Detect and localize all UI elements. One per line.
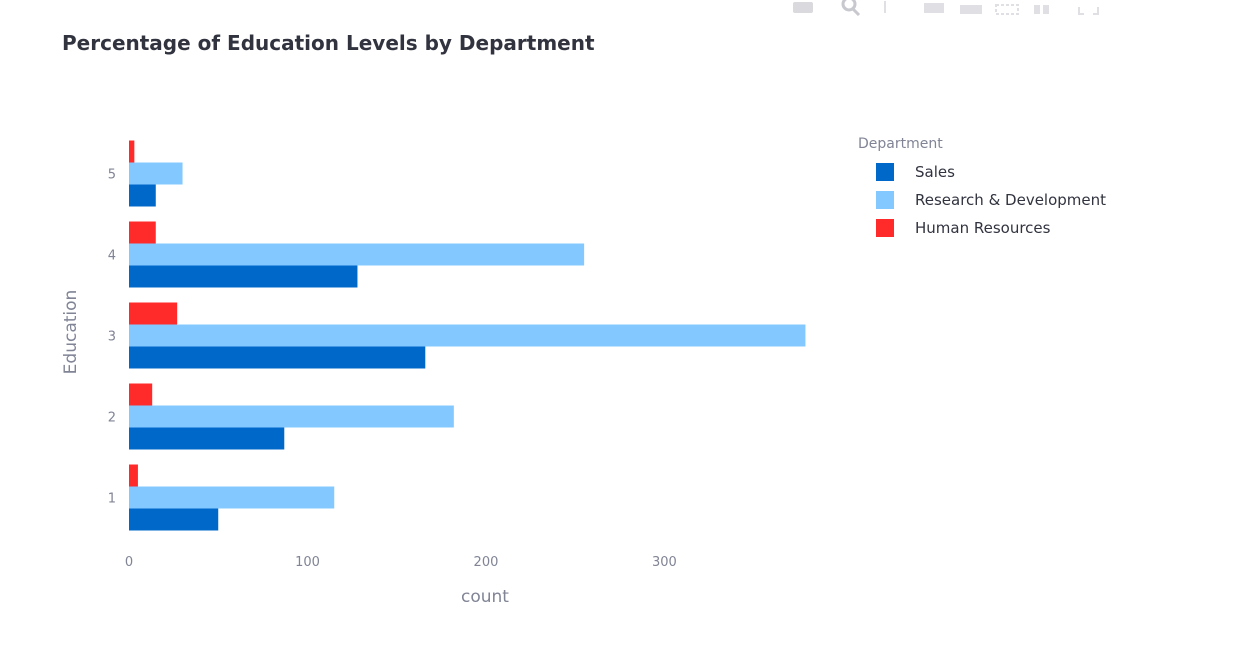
x-axis-title: count <box>461 587 509 607</box>
legend-label-human-resources: Human Resources <box>915 219 1051 237</box>
x-tick-label: 0 <box>125 555 133 570</box>
y-axis-title: Education <box>61 290 81 375</box>
y-tick-label: 4 <box>108 249 116 264</box>
legend: Department Sales Research & Development … <box>858 136 1158 242</box>
y-tick-label: 3 <box>108 330 116 345</box>
legend-item-sales[interactable]: Sales <box>858 158 1158 186</box>
y-tick-labels: 1 2 3 4 5 <box>108 168 116 507</box>
legend-title: Department <box>858 136 943 152</box>
pan-icon[interactable] <box>878 0 892 14</box>
bar-sales-education-2[interactable] <box>129 427 285 450</box>
bar-human-resources-education-4[interactable] <box>129 221 156 244</box>
bar-human-resources-education-3[interactable] <box>129 302 178 325</box>
bar-sales-education-5[interactable] <box>129 184 156 207</box>
legend-item-human-resources[interactable]: Human Resources <box>858 214 1158 242</box>
bar-human-resources-education-2[interactable] <box>129 383 153 406</box>
bar-sales-education-1[interactable] <box>129 508 219 531</box>
y-tick-label: 2 <box>108 411 116 426</box>
bar-human-resources-education-5[interactable] <box>129 140 135 163</box>
chart-modebar <box>788 0 1100 17</box>
legend-swatch-sales <box>876 163 894 181</box>
chart-title: Percentage of Education Levels by Depart… <box>62 31 595 55</box>
y-tick-label: 5 <box>108 168 116 183</box>
zoom-out-icon[interactable] <box>1034 0 1052 14</box>
bar-sales-education-3[interactable] <box>129 346 426 369</box>
legend-label-sales: Sales <box>915 163 955 181</box>
legend-label-research-development: Research & Development <box>915 191 1107 209</box>
legend-swatch-research-development <box>876 191 894 209</box>
bars-group <box>129 140 806 531</box>
box-select-icon[interactable] <box>924 0 946 14</box>
x-tick-labels: 0 100 200 300 <box>125 555 677 570</box>
zoom-icon[interactable] <box>840 0 862 17</box>
x-tick-label: 200 <box>474 555 499 570</box>
x-tick-label: 300 <box>652 555 677 570</box>
bar-research-development-education-2[interactable] <box>129 405 454 428</box>
zoom-in-icon[interactable] <box>995 0 1021 15</box>
bar-research-development-education-5[interactable] <box>129 162 183 185</box>
y-tick-label: 1 <box>108 492 116 507</box>
camera-icon[interactable] <box>790 0 816 14</box>
bar-research-development-education-4[interactable] <box>129 243 585 266</box>
x-tick-label: 100 <box>295 555 320 570</box>
bar-research-development-education-1[interactable] <box>129 486 335 509</box>
bar-sales-education-4[interactable] <box>129 265 358 288</box>
bar-research-development-education-3[interactable] <box>129 324 806 347</box>
fullscreen-icon[interactable] <box>1078 0 1100 15</box>
lasso-icon[interactable] <box>960 0 984 14</box>
bar-human-resources-education-1[interactable] <box>129 464 138 487</box>
legend-swatch-human-resources <box>876 219 894 237</box>
legend-item-research-development[interactable]: Research & Development <box>858 186 1158 214</box>
